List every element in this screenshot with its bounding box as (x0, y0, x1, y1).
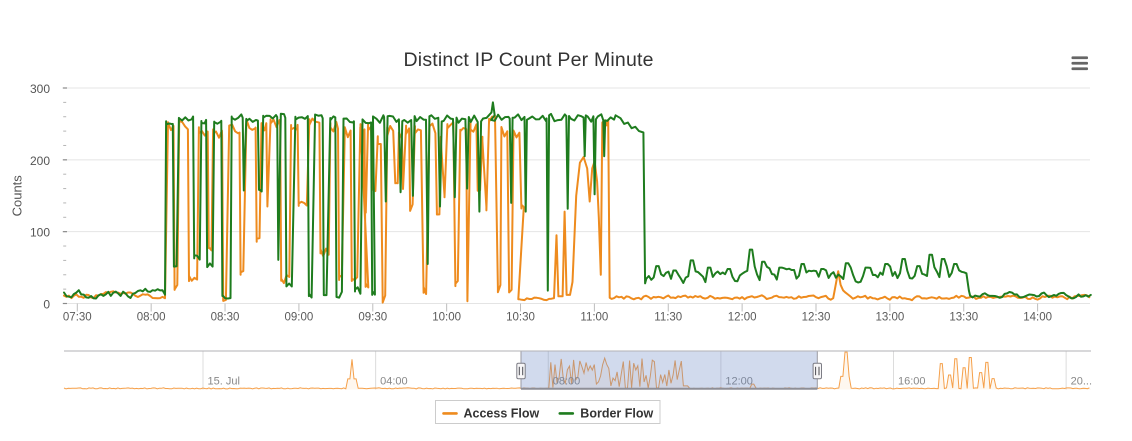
svg-text:Distinct IP Count Per Minute: Distinct IP Count Per Minute (404, 49, 654, 71)
svg-text:04:00: 04:00 (380, 376, 408, 388)
svg-text:20...: 20... (1071, 376, 1092, 388)
svg-text:10:00: 10:00 (432, 312, 461, 324)
svg-text:Counts: Counts (10, 175, 25, 217)
svg-text:10:30: 10:30 (506, 312, 535, 324)
svg-text:08:00: 08:00 (553, 376, 581, 388)
svg-text:07:30: 07:30 (63, 312, 92, 324)
svg-text:Access Flow: Access Flow (464, 407, 540, 421)
svg-text:12:00: 12:00 (725, 376, 753, 388)
svg-text:13:00: 13:00 (875, 312, 904, 324)
svg-text:12:00: 12:00 (728, 312, 757, 324)
svg-text:14:00: 14:00 (1023, 312, 1052, 324)
svg-text:08:00: 08:00 (137, 312, 166, 324)
svg-text:13:30: 13:30 (949, 312, 978, 324)
svg-text:Border Flow: Border Flow (580, 407, 653, 421)
svg-text:09:00: 09:00 (285, 312, 314, 324)
svg-text:11:30: 11:30 (654, 312, 682, 324)
svg-text:11:00: 11:00 (580, 312, 608, 324)
svg-text:09:30: 09:30 (358, 312, 387, 324)
svg-text:08:30: 08:30 (211, 312, 240, 324)
svg-text:300: 300 (30, 82, 50, 96)
svg-text:15. Jul: 15. Jul (208, 376, 240, 388)
svg-text:16:00: 16:00 (898, 376, 926, 388)
svg-text:12:30: 12:30 (802, 312, 831, 324)
svg-text:100: 100 (30, 226, 50, 240)
svg-text:200: 200 (30, 154, 50, 168)
svg-text:0: 0 (43, 298, 50, 312)
